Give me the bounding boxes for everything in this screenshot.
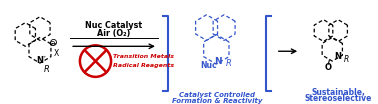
Text: N: N [214,57,222,66]
Text: Stereoselective: Stereoselective [304,94,372,103]
Text: Nuc: Nuc [200,61,217,70]
Text: ⁺: ⁺ [42,56,45,61]
Text: —: — [50,41,54,45]
Text: Transition Metals: Transition Metals [113,54,174,59]
Text: Air (O₂): Air (O₂) [97,29,131,38]
Text: R: R [44,65,50,74]
Text: O: O [325,64,332,72]
Text: Formation & Reactivity: Formation & Reactivity [172,97,262,104]
Text: R: R [226,59,232,68]
Text: −: − [51,40,56,45]
Text: Catalyst Controlled: Catalyst Controlled [179,92,255,98]
Text: R: R [344,55,350,64]
Text: N: N [36,56,43,65]
Text: Nuc Catalyst: Nuc Catalyst [85,21,143,30]
Text: ⊙: ⊙ [48,39,55,48]
Text: N: N [335,52,342,61]
Text: Sustainable,: Sustainable, [311,88,365,97]
Text: Radical Reagents: Radical Reagents [113,63,174,67]
Text: X: X [54,49,59,58]
